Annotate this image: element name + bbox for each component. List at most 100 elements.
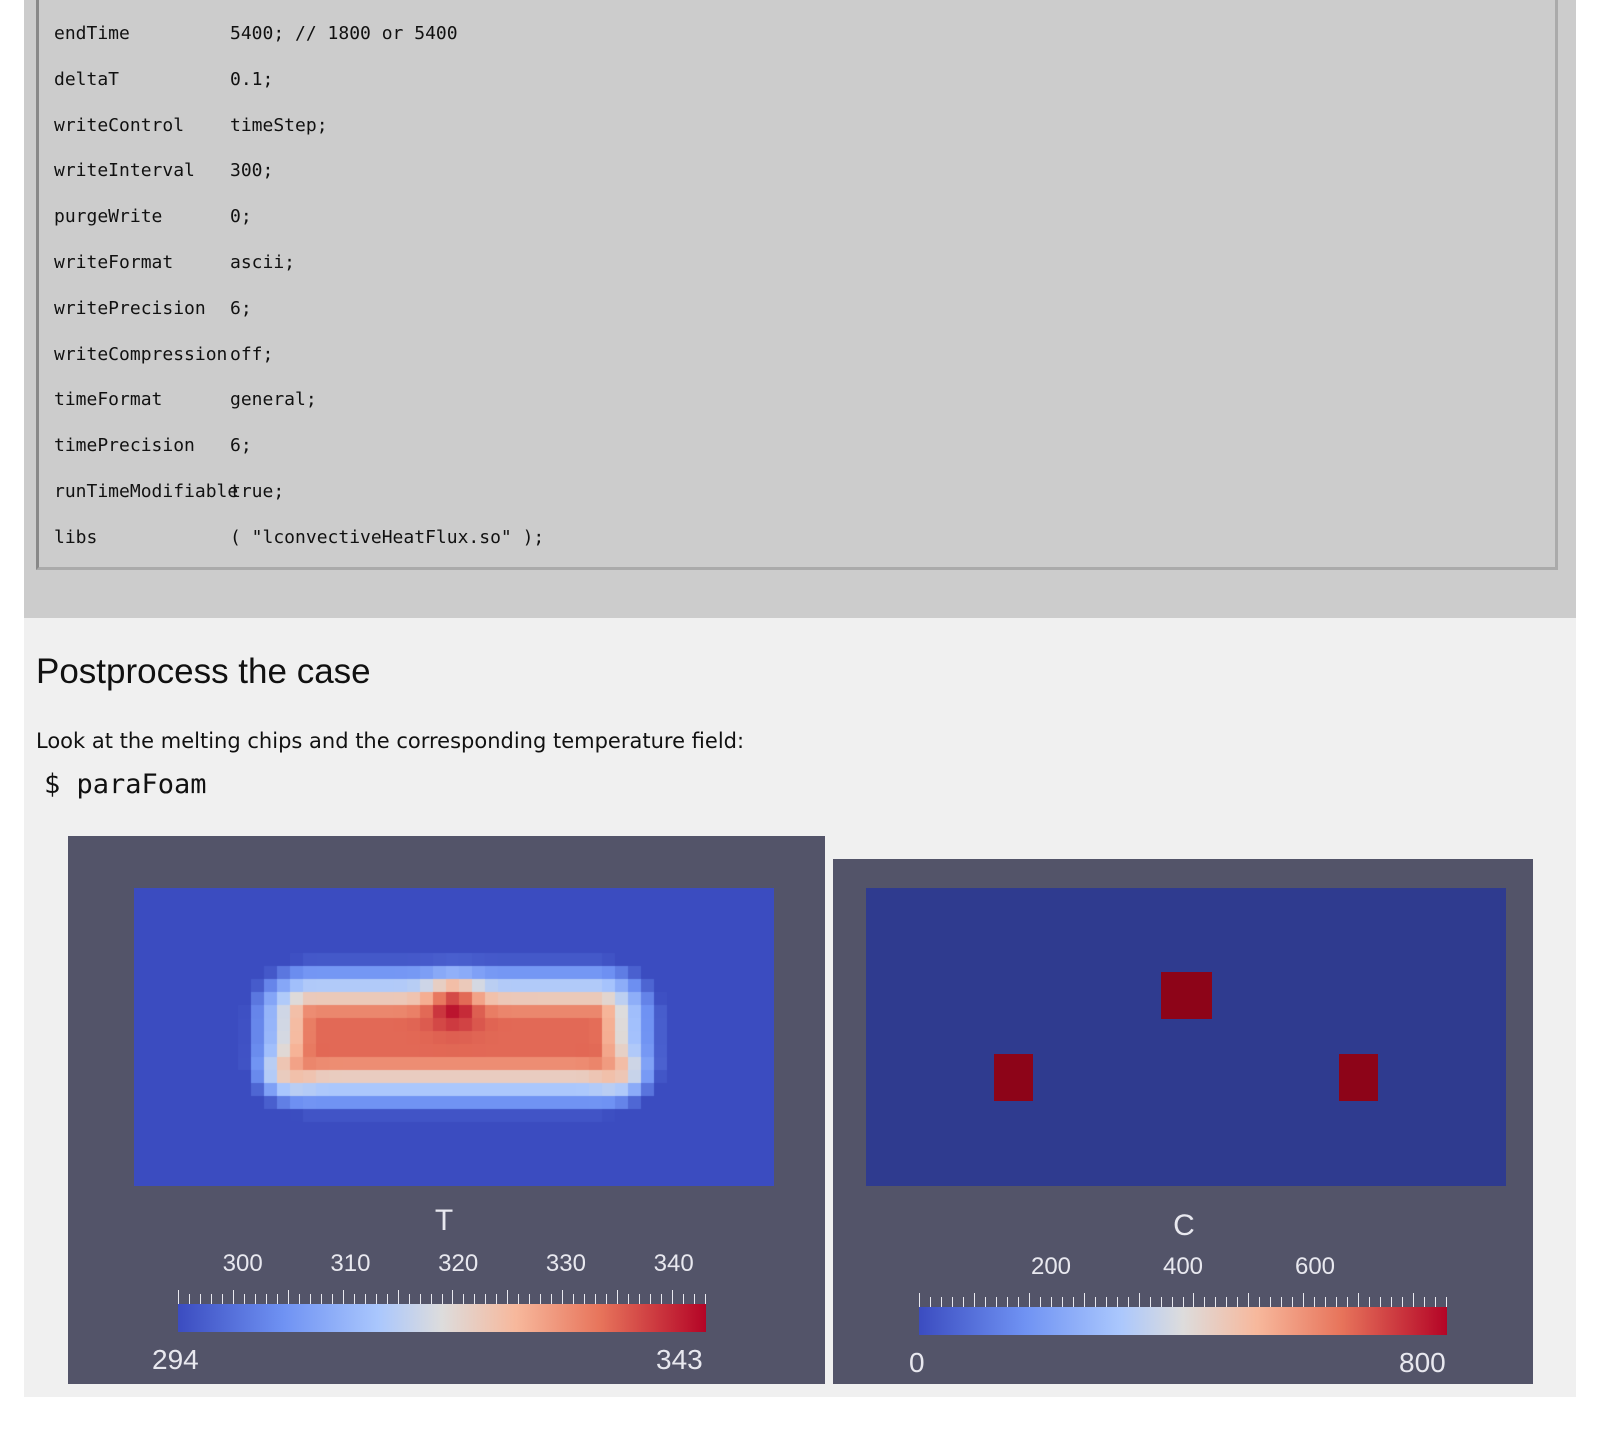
colorbar-tick xyxy=(984,1297,986,1307)
code-key: writeInterval xyxy=(54,160,195,182)
colorbar-tick xyxy=(408,1294,410,1304)
page: endTime 5400; // 1800 or 5400 deltaT 0.1; wr… xyxy=(24,0,1576,1397)
temperature-figure: T 300 310 320 330 340 294 343 xyxy=(68,836,825,1384)
colorbar-tick-label: 200 xyxy=(1030,1253,1072,1280)
colorbar-tick xyxy=(683,1294,685,1304)
temperature-field-plot xyxy=(134,888,774,1186)
colorbar-tick xyxy=(474,1294,476,1304)
colorbar-tick xyxy=(1248,1293,1250,1307)
colorbar-tick xyxy=(940,1297,942,1307)
code-key: writeCompression xyxy=(54,343,228,365)
colorbar-tick xyxy=(1094,1297,1096,1307)
concentration-figure: C 200 400 600 0 800 xyxy=(833,859,1533,1384)
code-line: runTimeModifiabletrue; xyxy=(54,480,284,504)
colorbar-tick xyxy=(221,1294,223,1304)
colorbar-tick xyxy=(694,1294,696,1304)
temperature-colorbar-ticks xyxy=(178,1288,706,1304)
colorbar-tick xyxy=(628,1294,630,1304)
colorbar-tick xyxy=(342,1290,344,1304)
code-key: timePrecision xyxy=(54,435,195,457)
colorbar-tick xyxy=(573,1294,575,1304)
colorbar-tick xyxy=(562,1290,564,1304)
colorbar-tick xyxy=(929,1297,931,1307)
code-value: 0.1; xyxy=(230,68,274,90)
colorbar-tick xyxy=(995,1297,997,1307)
code-value: ascii; xyxy=(230,252,296,273)
colorbar-tick-label: 300 xyxy=(222,1250,263,1277)
colorbar-tick xyxy=(188,1294,190,1304)
colorbar-tick xyxy=(1292,1297,1294,1307)
colorbar-tick xyxy=(1281,1297,1283,1307)
colorbar-tick xyxy=(1259,1297,1261,1307)
colorbar-tick xyxy=(1017,1297,1019,1307)
colorbar-tick xyxy=(1083,1293,1085,1307)
colorbar-tick xyxy=(661,1294,663,1304)
colorbar-tick xyxy=(507,1290,509,1304)
colorbar-tick xyxy=(320,1294,322,1304)
colorbar-tick-label: 340 xyxy=(653,1250,694,1277)
colorbar-tick xyxy=(1336,1297,1338,1307)
temperature-range-min: 294 xyxy=(152,1344,199,1375)
section-paragraph: Look at the melting chips and the corres… xyxy=(36,729,745,753)
temperature-range-max: 343 xyxy=(656,1344,703,1375)
code-key: writePrecision xyxy=(54,297,206,319)
colorbar-tick xyxy=(1325,1297,1327,1307)
colorbar-tick xyxy=(496,1294,498,1304)
colorbar-tick xyxy=(595,1294,597,1304)
colorbar-tick xyxy=(1127,1297,1129,1307)
code-key: writeControl xyxy=(54,114,185,136)
colorbar-tick xyxy=(364,1294,366,1304)
colorbar-tick xyxy=(1435,1297,1437,1307)
colorbar-tick xyxy=(375,1294,377,1304)
colorbar-tick xyxy=(672,1290,674,1304)
code-line: writeInterval 300; xyxy=(54,159,273,183)
colorbar-tick xyxy=(705,1294,706,1304)
colorbar-tick xyxy=(1215,1297,1217,1307)
colorbar-tick xyxy=(419,1294,421,1304)
colorbar-tick xyxy=(441,1294,443,1304)
colorbar-tick xyxy=(1006,1297,1008,1307)
colorbar-tick xyxy=(973,1293,975,1307)
colorbar-tick xyxy=(178,1290,179,1304)
colorbar-tick xyxy=(397,1290,399,1304)
colorbar-tick xyxy=(210,1294,212,1304)
code-block: endTime 5400; // 1800 or 5400 deltaT 0.1; wr… xyxy=(36,0,1558,570)
colorbar-tick xyxy=(1226,1297,1228,1307)
colorbar-tick-label: 600 xyxy=(1294,1253,1336,1280)
colorbar-tick-label: 400 xyxy=(1162,1253,1204,1280)
temperature-colorbar-title: T xyxy=(434,1204,454,1237)
section-heading: Postprocess the case xyxy=(36,652,371,691)
colorbar-tick xyxy=(1028,1293,1030,1307)
colorbar-tick xyxy=(1138,1293,1140,1307)
colorbar-tick xyxy=(1303,1293,1305,1307)
colorbar-tick-label: 310 xyxy=(330,1250,371,1277)
colorbar-tick xyxy=(199,1294,201,1304)
code-line: endTime 5400; // 1800 or 5400 xyxy=(54,22,458,46)
colorbar-tick xyxy=(298,1294,300,1304)
colorbar-tick xyxy=(1446,1297,1447,1307)
colorbar-tick xyxy=(287,1290,289,1304)
code-line: timePrecision 6; xyxy=(54,434,252,458)
code-value: 0; xyxy=(230,206,252,228)
chip-top xyxy=(1161,972,1212,1019)
colorbar-tick xyxy=(386,1294,388,1304)
code-value: timeStep; xyxy=(230,114,328,136)
code-key: runTimeModifiable xyxy=(54,481,239,502)
code-value: general; xyxy=(230,389,317,411)
colorbar-tick-label: 320 xyxy=(438,1250,479,1277)
colorbar-tick xyxy=(485,1294,487,1304)
code-key: endTime xyxy=(54,23,130,44)
colorbar-tick xyxy=(254,1294,256,1304)
colorbar-tick xyxy=(951,1297,953,1307)
code-value: 5400; // 1800 or 5400 xyxy=(230,23,458,44)
colorbar-tick xyxy=(962,1297,964,1307)
colorbar-tick xyxy=(1160,1297,1162,1307)
code-line: timeFormat general; xyxy=(54,388,317,412)
code-line: purgeWrite 0; xyxy=(54,205,252,229)
colorbar-tick xyxy=(1413,1293,1415,1307)
colorbar-tick xyxy=(1149,1297,1151,1307)
concentration-range-max: 800 xyxy=(1399,1347,1446,1378)
colorbar-tick xyxy=(430,1294,432,1304)
concentration-range-min: 0 xyxy=(909,1347,925,1378)
code-value: true; xyxy=(230,481,285,502)
